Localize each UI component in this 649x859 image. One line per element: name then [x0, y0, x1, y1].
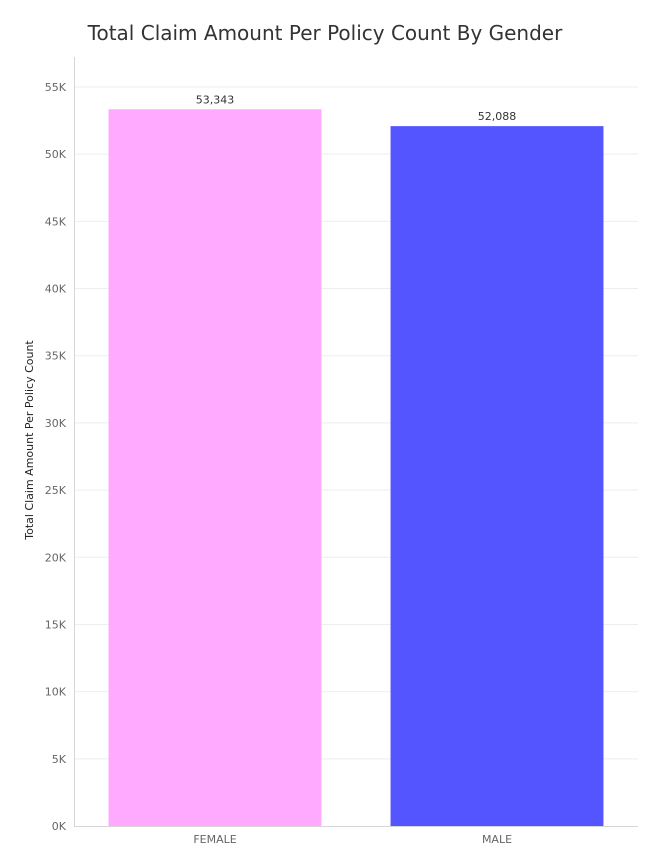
x-tick-label: MALE — [482, 833, 512, 846]
y-tick-label: 25K — [45, 484, 67, 497]
y-axis-ticks: 0K 5K 10K 15K 20K 25K 30K 35K 40K 45K 50K 55K — [45, 81, 67, 833]
y-tick-label: 35K — [45, 350, 67, 363]
chart-title: Total Claim Amount Per Policy Count By G… — [87, 21, 563, 45]
y-tick-label: 15K — [45, 618, 67, 631]
y-tick-label: 45K — [45, 215, 67, 228]
y-tick-label: 10K — [45, 686, 67, 699]
y-tick-label: 40K — [45, 283, 67, 296]
y-tick-label: 55K — [45, 81, 67, 94]
y-tick-label: 0K — [52, 820, 67, 833]
bar-value-labels: 53,343 52,088 — [196, 93, 517, 123]
y-tick-label: 5K — [52, 753, 67, 766]
bar-value-label: 53,343 — [196, 93, 235, 106]
x-tick-label: FEMALE — [193, 833, 236, 846]
bar-female[interactable] — [108, 109, 322, 827]
bars — [108, 109, 604, 827]
y-tick-label: 30K — [45, 417, 67, 430]
x-axis-ticks: FEMALE MALE — [193, 833, 512, 846]
y-axis-title: Total Claim Amount Per Policy Count — [23, 340, 36, 541]
y-tick-label: 50K — [45, 148, 67, 161]
y-tick-label: 20K — [45, 551, 67, 564]
bar-male[interactable] — [390, 126, 604, 826]
bar-value-label: 52,088 — [478, 110, 517, 123]
